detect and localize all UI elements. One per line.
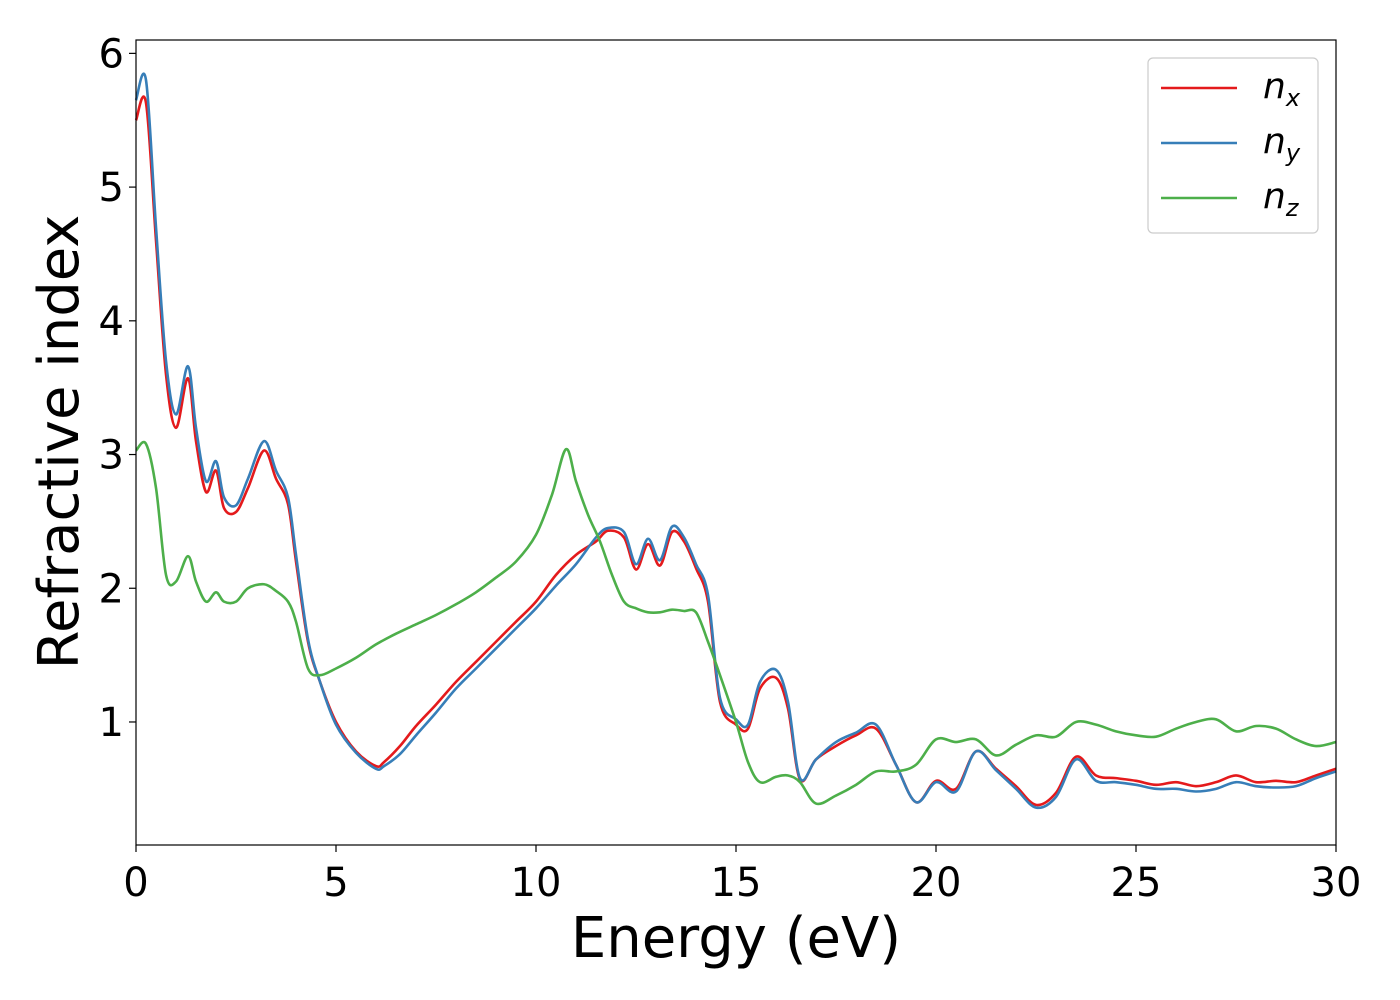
y-tick-label: 2	[99, 566, 124, 612]
series-line-ny	[134, 72, 1337, 810]
y-axis: 1 2 3 4 5 6	[99, 31, 136, 746]
x-tick-label: 15	[711, 860, 762, 906]
y-tick-label: 3	[99, 433, 124, 479]
y-tick-label: 4	[99, 299, 124, 345]
x-tick-label: 25	[1111, 860, 1162, 906]
series-layer	[134, 72, 1337, 810]
y-tick-label: 6	[99, 31, 124, 77]
y-axis-title: Refractive index	[27, 215, 92, 670]
plot-area	[136, 40, 1336, 845]
legend-box	[1147, 57, 1319, 234]
series-line-nz	[135, 440, 1337, 806]
x-tick-label: 5	[323, 860, 348, 906]
x-axis: 0 5 10 15 20 25 30	[123, 845, 1361, 906]
x-axis-title: Energy (eV)	[571, 906, 901, 971]
x-tick-label: 0	[123, 860, 148, 906]
series-line-nx	[134, 95, 1337, 807]
y-tick-label: 1	[99, 700, 124, 746]
y-tick-label: 5	[99, 165, 124, 211]
x-tick-label: 20	[911, 860, 962, 906]
x-tick-label: 10	[511, 860, 562, 906]
x-tick-label: 30	[1311, 860, 1362, 906]
